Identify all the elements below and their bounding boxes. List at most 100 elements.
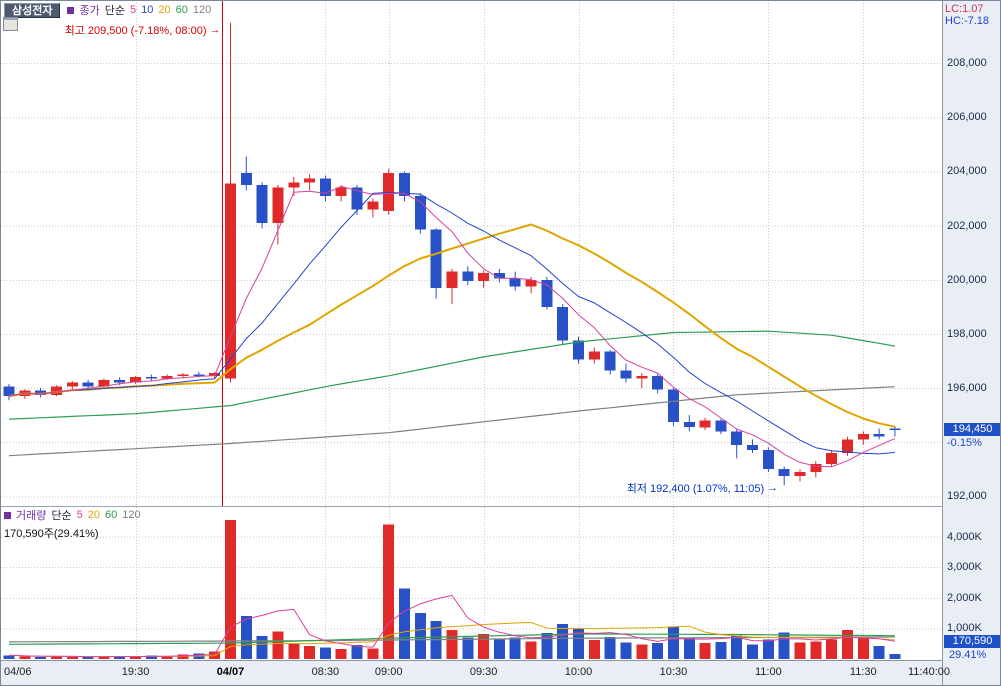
ma-period-120: 120 xyxy=(122,509,141,521)
candle-body xyxy=(177,374,189,376)
candle-body xyxy=(256,185,268,223)
ma-type-label: 단순 xyxy=(104,5,125,17)
price-tick-label: 208,000 xyxy=(947,57,987,70)
volume-bar xyxy=(762,639,774,659)
time-axis-label: 09:00 xyxy=(374,666,403,678)
price-pane-header: 삼성전자 종가 단순 5 10 20 60 120 xyxy=(4,2,211,18)
volume-bar xyxy=(383,524,395,659)
price-axis-panel: LC:1.07 HC:-7.18 208,000 206,000 204,000 20… xyxy=(942,1,1000,685)
volume-bar xyxy=(826,639,838,659)
volume-bar xyxy=(509,637,521,659)
volume-bar xyxy=(3,655,15,659)
hc-value: HC:-7.18 xyxy=(945,15,990,27)
volume-bar xyxy=(319,647,331,659)
candles xyxy=(3,22,901,486)
volume-bar xyxy=(857,637,869,659)
stock-name-button[interactable]: 삼성전자 xyxy=(4,2,61,18)
volume-bar xyxy=(367,648,379,659)
volume-bar xyxy=(98,655,110,659)
chart-canvas[interactable] xyxy=(1,1,942,660)
volume-bar xyxy=(873,645,885,659)
volume-bar xyxy=(225,519,236,659)
candle-body xyxy=(304,178,316,183)
candle-body xyxy=(145,377,157,379)
volume-series-label: 거래량 xyxy=(16,510,47,522)
candle-body xyxy=(747,444,758,451)
chart-plot-area[interactable]: 삼성전자 종가 단순 5 10 20 60 120 최고 209,500 (-7.18%… xyxy=(1,1,942,660)
candle-body xyxy=(3,386,15,397)
candle-body xyxy=(573,340,584,360)
time-axis-label: 11:00 xyxy=(755,666,782,678)
day-low-text: 최저 192,400 (1.07%, 11:05) xyxy=(626,483,765,495)
candle-body xyxy=(699,420,711,428)
candle-body xyxy=(604,351,616,371)
candle-body xyxy=(114,379,126,383)
volume-bar xyxy=(557,623,569,659)
volume-bar xyxy=(351,645,363,659)
candle-body xyxy=(240,172,252,186)
candle-body xyxy=(889,428,901,430)
price-ma-periods: 5 10 20 60 120 xyxy=(130,4,211,16)
volume-bar xyxy=(699,643,711,659)
time-axis-label: 04/06 xyxy=(4,666,32,678)
price-tick-label: 206,000 xyxy=(947,111,987,124)
candle-body xyxy=(51,386,62,395)
ma-period-10: 10 xyxy=(141,4,154,16)
candle-body xyxy=(225,183,236,379)
candle-body xyxy=(762,450,774,470)
volume-bar xyxy=(272,631,284,659)
price-tick-label: 200,000 xyxy=(947,273,987,286)
candle-body xyxy=(810,463,822,472)
candle-body xyxy=(288,182,300,188)
price-tick-label: 198,000 xyxy=(947,327,987,340)
ma-type-label: 단순 xyxy=(51,510,72,522)
current-time-label: 11:40:00 xyxy=(907,666,951,678)
candle-body xyxy=(351,187,363,210)
volume-bar xyxy=(478,633,490,659)
time-axis-label: 04/07 xyxy=(216,666,245,678)
time-axis-label: 09:30 xyxy=(469,666,498,678)
ma-period-20: 20 xyxy=(87,509,100,521)
candle-body xyxy=(826,453,838,464)
volume-ma-lines xyxy=(8,594,895,658)
volume-bar xyxy=(335,649,347,659)
volume-bar xyxy=(240,616,252,659)
candle-body xyxy=(493,273,505,279)
volume-bar xyxy=(604,637,616,659)
candle-body xyxy=(272,187,284,223)
price-tick-label: 204,000 xyxy=(947,165,987,178)
volume-bar xyxy=(620,642,632,659)
volume-bar xyxy=(889,653,901,659)
ma-period-120: 120 xyxy=(192,4,212,16)
ma-period-5: 5 xyxy=(129,4,137,16)
volume-bar xyxy=(304,646,316,659)
volume-ma-legend: 거래량 단순 5 20 60 120 xyxy=(4,507,141,523)
volume-bar xyxy=(114,656,126,659)
time-axis-label: 10:30 xyxy=(659,666,688,678)
candle-body xyxy=(588,351,600,360)
candle-body xyxy=(161,375,173,379)
volume-bar xyxy=(493,639,505,659)
candle-body xyxy=(620,370,632,379)
candle-body xyxy=(462,271,474,282)
gridlines xyxy=(1,3,942,659)
candle-body xyxy=(778,469,790,476)
volume-bar xyxy=(794,642,806,659)
candle-body xyxy=(794,471,806,476)
candle-body xyxy=(66,382,78,387)
candle-body xyxy=(414,195,426,230)
volume-bar xyxy=(288,643,300,659)
volume-bar xyxy=(842,629,853,659)
volume-bar xyxy=(667,626,679,659)
price-ma-legend: 종가 단순 5 10 20 60 120 xyxy=(67,2,211,18)
volume-bar xyxy=(810,641,822,659)
candle-body xyxy=(430,229,442,288)
chart-tool-icon[interactable] xyxy=(3,17,18,31)
volume-bar xyxy=(588,640,600,659)
candle-body xyxy=(35,390,47,395)
change-percent-label: -0.15% xyxy=(947,436,982,449)
lc-value: LC:1.07 xyxy=(945,3,984,15)
candle-body xyxy=(652,375,664,390)
legend-bullet-icon xyxy=(4,511,11,519)
